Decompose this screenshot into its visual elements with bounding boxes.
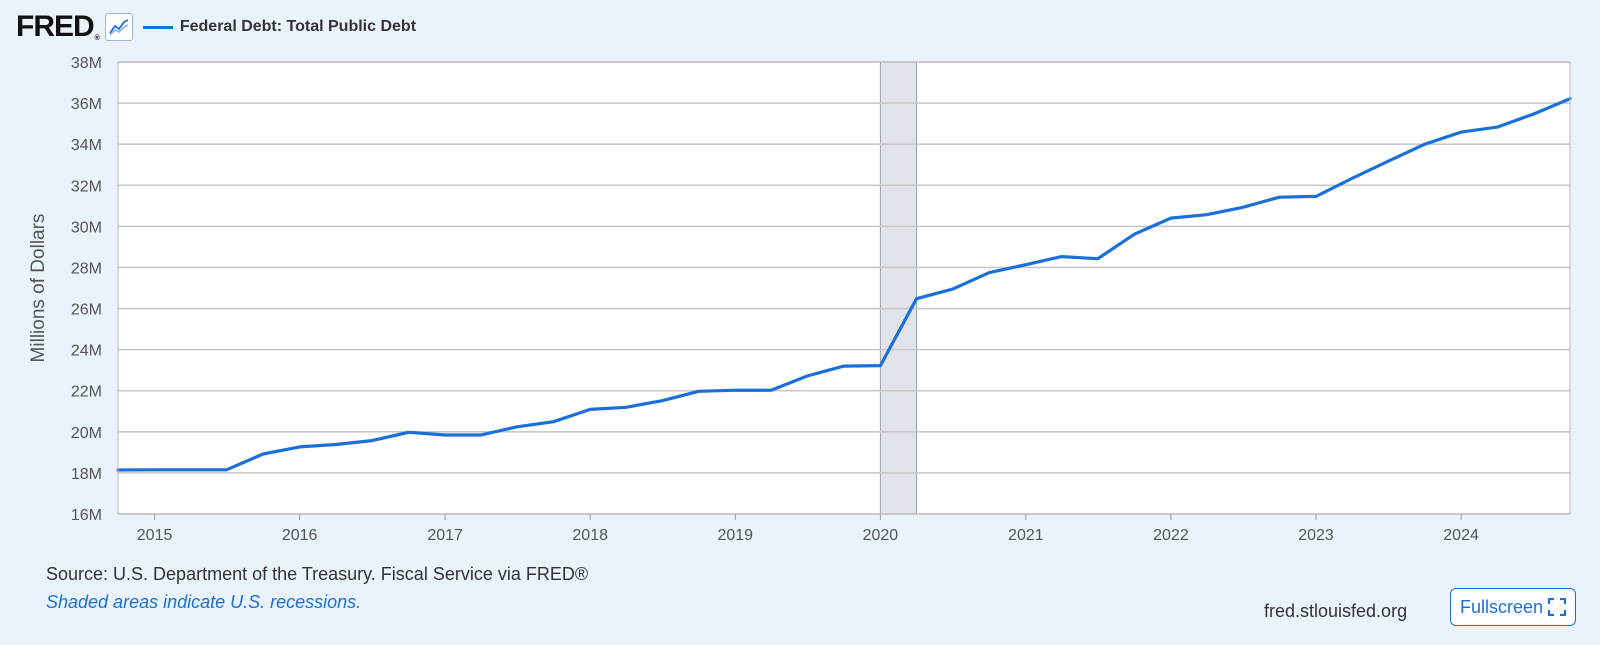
fred-logo-registered-mark: ® (94, 35, 100, 42)
data-point[interactable] (1459, 130, 1463, 134)
line-chart-icon-glyph (109, 19, 129, 36)
y-tick-label: 36M (71, 96, 102, 113)
recession-shade (879, 61, 918, 515)
data-point[interactable] (1132, 232, 1136, 236)
data-point[interactable] (878, 363, 882, 367)
data-point[interactable] (261, 452, 265, 456)
y-tick-label: 26M (71, 302, 102, 319)
data-point[interactable] (443, 433, 447, 437)
line-chart-icon[interactable] (104, 13, 133, 41)
fullscreen-button[interactable]: Fullscreen (1450, 588, 1576, 626)
series-layer (116, 97, 1572, 472)
data-point[interactable] (297, 445, 301, 449)
fred-logo[interactable]: FRED® (16, 10, 100, 43)
y-tick-label: 38M (71, 55, 102, 72)
data-point[interactable] (1350, 176, 1354, 180)
data-point[interactable] (334, 442, 338, 446)
chart-area: 16M 18M 20M 22M 24M 26M 28M 30M 32M 34M 36M 38M 201… (28, 55, 1572, 544)
recession-note: Shaded areas indicate U.S. recessions. (46, 592, 362, 612)
y-tick-labels: 16M 18M 20M 22M 24M 26M 28M 30M 32M 34M 36M 38M (71, 55, 102, 524)
data-point[interactable] (1495, 125, 1499, 129)
x-tick-label: 2016 (282, 527, 318, 544)
data-point[interactable] (769, 388, 773, 392)
site-url[interactable]: fred.stlouisfed.org (1264, 601, 1408, 621)
data-point[interactable] (224, 468, 228, 472)
recession-shading-layer (879, 61, 918, 515)
data-point[interactable] (733, 388, 737, 392)
data-point[interactable] (805, 374, 809, 378)
y-tick-label: 24M (71, 343, 102, 360)
x-tick-label: 2018 (572, 527, 608, 544)
data-point[interactable] (551, 419, 555, 423)
data-point[interactable] (1205, 212, 1209, 216)
x-tick-label: 2023 (1298, 527, 1334, 544)
data-point[interactable] (951, 287, 955, 291)
x-tick-label: 2015 (137, 527, 173, 544)
data-point[interactable] (1241, 205, 1245, 209)
y-tick-label: 32M (71, 178, 102, 195)
legend-swatch (142, 25, 173, 29)
y-tick-label: 20M (71, 425, 102, 442)
data-point[interactable] (1024, 263, 1028, 267)
y-tick-label: 18M (71, 466, 102, 483)
data-point[interactable] (624, 405, 628, 409)
data-point[interactable] (515, 425, 519, 429)
source-note: Source: U.S. Department of the Treasury.… (46, 564, 589, 584)
data-point[interactable] (188, 468, 192, 472)
data-point[interactable] (152, 468, 156, 472)
graph-header: FRED® Federal Debt: Total Public Debt (16, 10, 416, 44)
chart-legend: Federal Debt: Total Public Debt (142, 18, 417, 36)
y-tick-label: 34M (71, 137, 102, 154)
expand-icon (1548, 598, 1567, 616)
x-tick-label: 2020 (863, 527, 899, 544)
fullscreen-label: Fullscreen (1459, 596, 1544, 617)
plot-background (118, 62, 1570, 514)
axes (117, 61, 1571, 520)
x-tick-label: 2019 (717, 527, 753, 544)
data-point[interactable] (1531, 112, 1535, 116)
x-tick-labels: 2015 2016 2017 2018 2019 2020 2021 2022 2023 2024 (137, 527, 1479, 544)
data-point[interactable] (660, 398, 664, 402)
data-point[interactable] (1422, 142, 1426, 146)
x-tick-label: 2024 (1443, 527, 1479, 544)
data-point[interactable] (479, 433, 483, 437)
data-point[interactable] (697, 389, 701, 393)
data-point[interactable] (987, 270, 991, 274)
y-tick-label: 28M (71, 260, 102, 277)
legend-label[interactable]: Federal Debt: Total Public Debt (179, 18, 417, 35)
data-point[interactable] (370, 438, 374, 442)
y-tick-label: 30M (71, 219, 102, 236)
data-point[interactable] (1059, 254, 1063, 258)
data-point[interactable] (1277, 195, 1281, 199)
y-axis-label: Millions of Dollars (28, 214, 49, 363)
x-tick-label: 2022 (1153, 527, 1189, 544)
y-tick-label: 22M (71, 384, 102, 401)
data-point[interactable] (1314, 194, 1318, 198)
data-point[interactable] (1169, 216, 1173, 220)
data-point[interactable] (1386, 159, 1390, 163)
y-tick-label: 16M (71, 507, 102, 524)
data-point[interactable] (588, 407, 592, 411)
data-point[interactable] (406, 430, 410, 434)
data-point[interactable] (1096, 256, 1100, 260)
series-line[interactable] (116, 97, 1572, 472)
data-point[interactable] (842, 364, 846, 368)
data-point[interactable] (914, 297, 918, 301)
plot-border (117, 61, 1571, 515)
x-tick-label: 2021 (1008, 527, 1044, 544)
x-tick-label: 2017 (427, 527, 463, 544)
